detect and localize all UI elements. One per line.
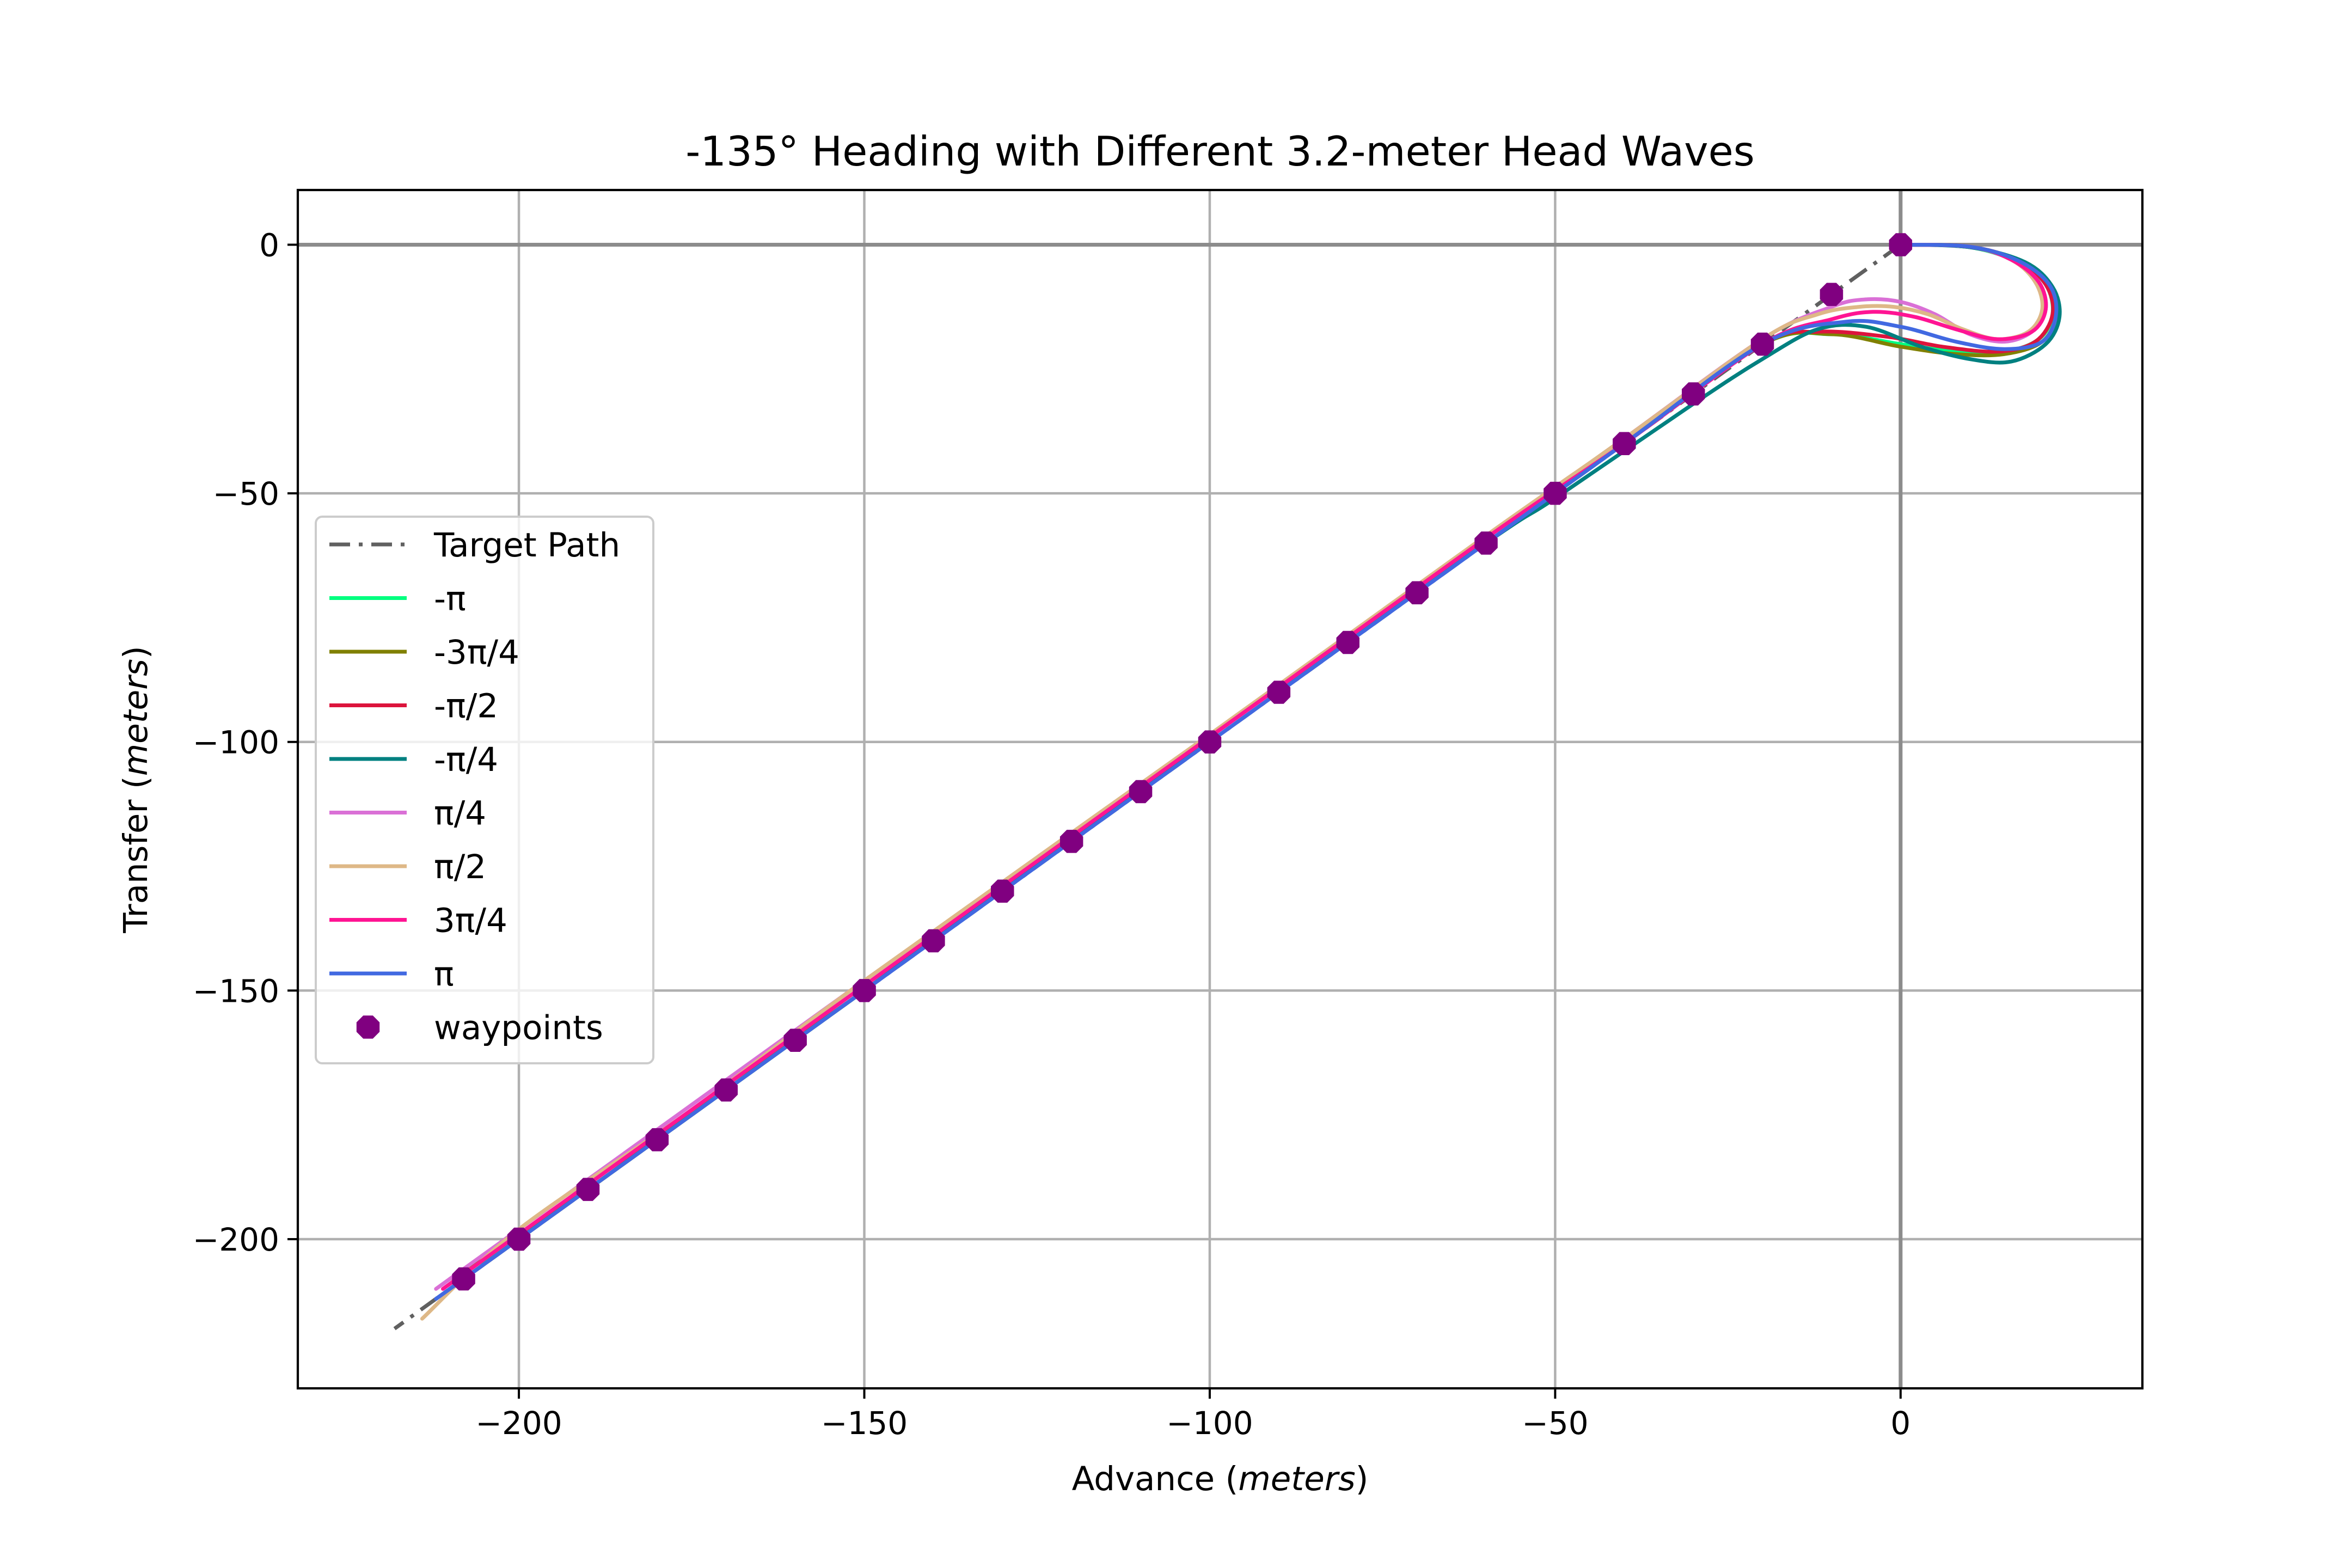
x-axis-label-unit-close: ) [1356, 1460, 1369, 1498]
waypoint-marker-12 [1059, 830, 1083, 853]
plot-frame [296, 188, 2144, 1390]
legend-label-minus-piminus-overminus-4: -π/4 [434, 740, 498, 779]
waypoint-marker-16 [783, 1028, 807, 1052]
waypoint-marker-6 [1474, 531, 1498, 555]
waypoint-marker-1 [1820, 283, 1843, 306]
y-axis-label-unit-open: ( [117, 776, 155, 799]
waypoint-marker-21 [452, 1267, 475, 1291]
y-tick-label-3: −150 [193, 972, 279, 1009]
y-tick-label-0: 0 [259, 226, 279, 264]
waypoint-marker-9 [1267, 681, 1291, 704]
legend-label-3piminus-overminus-4: 3π/4 [434, 902, 507, 940]
y-ticks: 0 −50 −100 −150 −200 [193, 226, 298, 1258]
waypoint-marker-18 [645, 1128, 669, 1152]
waypoint-marker-14 [922, 929, 945, 953]
waypoint-marker-2 [1750, 332, 1774, 356]
legend-label-minus-pi: -π [434, 580, 466, 618]
x-ticks: −200 −150 −100 −50 0 [475, 1388, 1910, 1442]
x-axis-label: Advance (meters) [1072, 1460, 1369, 1498]
legend: Target Path -π -3π/4 -π/2 -π/4 π/4 π/2 3π/4 π way… [315, 516, 654, 1064]
waypoint-marker-13 [991, 879, 1014, 903]
x-tick-label-4: 0 [1890, 1405, 1910, 1442]
waypoint-marker-17 [714, 1078, 738, 1102]
chart-title: -135° Heading with Different 3.2-meter H… [685, 127, 1755, 175]
x-axis-label-unit-open: ( [1215, 1460, 1238, 1498]
waypoint-marker-8 [1336, 630, 1359, 654]
waypoint-marker-10 [1198, 730, 1222, 754]
y-axis-label: Transfer (meters) [117, 646, 155, 934]
y-axis-label-unit-close: ) [117, 646, 155, 659]
y-tick-label-2: −100 [193, 724, 279, 761]
legend-swatch-waypoints [356, 1015, 380, 1039]
legend-label-pi: π [434, 955, 454, 994]
waypoint-marker-5 [1543, 481, 1567, 505]
waypoint-marker-3 [1682, 382, 1705, 406]
y-tick-label-4: −200 [193, 1221, 279, 1258]
waypoint-marker-11 [1129, 780, 1153, 804]
legend-label-target-path: Target Path [433, 526, 620, 565]
y-axis-label-text: Transfer [117, 799, 155, 934]
waypoint-marker-19 [576, 1178, 600, 1201]
waypoints-layer [452, 233, 1913, 1291]
series-line-pi [434, 243, 2059, 1301]
legend-label-waypoints: waypoints [434, 1009, 603, 1048]
waypoint-marker-4 [1613, 432, 1636, 455]
legend-label-minus-3piminus-overminus-4: -3π/4 [434, 633, 519, 672]
x-axis-label-text: Advance [1072, 1460, 1215, 1498]
x-tick-label-2: −100 [1166, 1405, 1253, 1442]
waypoint-marker-15 [853, 979, 876, 1002]
x-tick-label-3: −50 [1522, 1405, 1588, 1442]
y-axis-label-unit: meters [117, 659, 155, 776]
legend-label-minus-piminus-overminus-2: -π/2 [434, 687, 498, 726]
legend-label-piminus-overminus-2: π/2 [434, 848, 486, 886]
legend-label-piminus-overminus-4: π/4 [434, 794, 486, 833]
y-tick-label-1: −50 [213, 475, 279, 512]
reference-lines [298, 190, 2142, 1388]
x-tick-label-0: −200 [475, 1405, 562, 1442]
waypoint-marker-0 [1889, 233, 1913, 256]
x-axis-label-unit: meters [1238, 1460, 1355, 1498]
waypoint-marker-7 [1405, 581, 1429, 604]
x-tick-label-1: −150 [821, 1405, 908, 1442]
waypoint-marker-20 [507, 1227, 531, 1251]
